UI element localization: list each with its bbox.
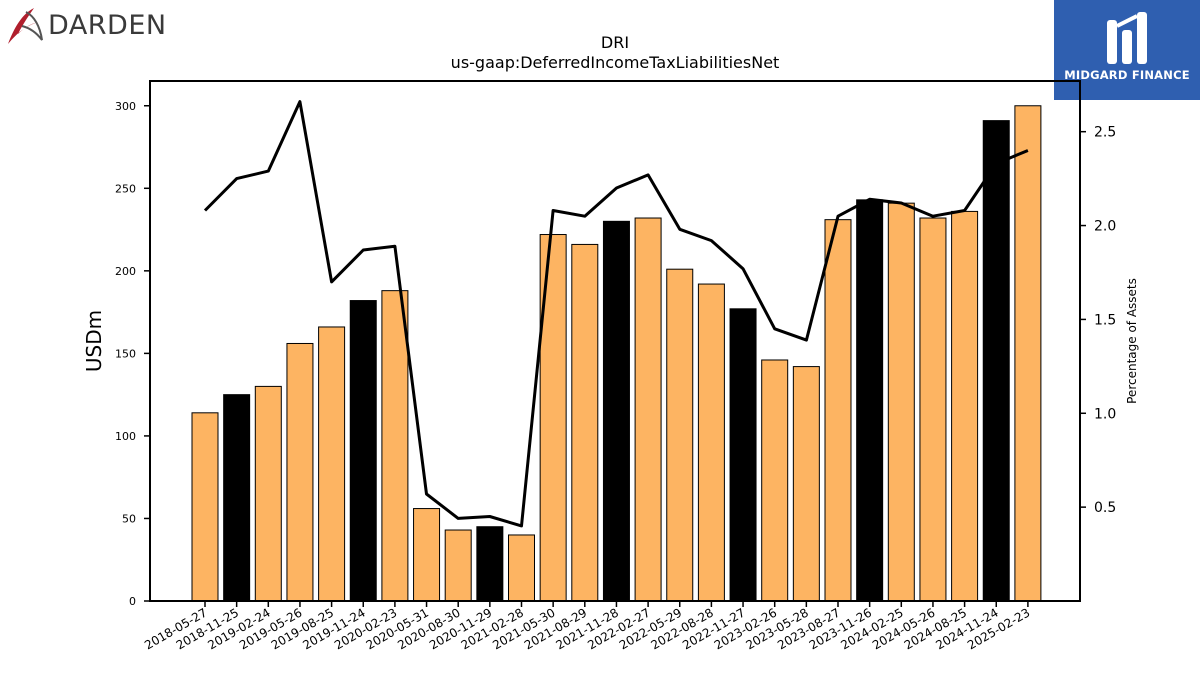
bar-2019-08-25 [318, 326, 346, 602]
darden-logo-text: DARDEN [48, 10, 167, 41]
chart-title: DRI [601, 33, 629, 52]
bar-2019-11-24 [349, 300, 377, 602]
y-tick-label: 250 [115, 182, 136, 195]
y-tick-label: 0 [129, 595, 136, 608]
y2-tick-label: 1.0 [1094, 406, 1116, 422]
percentage-of-assets-line [203, 100, 1029, 528]
bar-2022-05-29 [666, 268, 694, 602]
bar-2024-08-25 [951, 210, 979, 602]
darden-logo: DARDEN [4, 4, 174, 48]
y2-tick-label: 2.5 [1094, 125, 1116, 141]
y2-tick-label: 1.5 [1094, 312, 1116, 328]
bar-2020-02-23 [381, 290, 409, 602]
bar-2024-05-26 [919, 217, 947, 602]
y2-tick-label: 2.0 [1094, 219, 1116, 235]
midgard-logo: MIDGARD FINANCE [1054, 0, 1200, 100]
bar-2021-11-28 [602, 220, 630, 602]
y-tick-label: 100 [115, 430, 136, 443]
bar-2023-02-26 [761, 359, 789, 602]
y2-axis-label: Percentage of Assets [1125, 278, 1139, 404]
darden-swoosh-icon [8, 8, 43, 44]
bar-2021-02-28 [508, 534, 535, 602]
y-tick-label: 50 [122, 512, 136, 525]
bar-2022-02-27 [634, 217, 662, 602]
bar-2023-08-27 [824, 219, 852, 602]
chart-subtitle: us-gaap:DeferredIncomeTaxLiabilitiesNet [451, 53, 780, 72]
y2-tick-label: 0.5 [1094, 500, 1116, 516]
midgard-m-icon [1107, 12, 1147, 64]
plot-frame [149, 80, 1081, 602]
y-axis-label: USDm [82, 310, 106, 372]
bar-2020-05-31 [413, 508, 441, 602]
y-tick-label: 200 [115, 265, 136, 278]
y-tick-label: 150 [115, 347, 136, 360]
bar-2018-11-25 [223, 394, 251, 602]
bar-2024-02-25 [887, 202, 915, 602]
bar-2018-05-27 [191, 412, 219, 602]
y-tick-label: 300 [115, 100, 136, 113]
bar-2023-11-26 [856, 199, 884, 602]
bar-2022-08-28 [697, 283, 725, 602]
bar-2022-11-27 [729, 308, 757, 602]
bar-2025-02-23 [1014, 105, 1042, 602]
bar-2024-11-24 [982, 120, 1010, 602]
bar-2023-05-28 [792, 366, 820, 602]
bar-2020-11-29 [476, 526, 504, 602]
bar-2020-08-30 [444, 529, 472, 602]
bar-2019-05-26 [286, 342, 314, 602]
bar-2019-02-24 [254, 385, 282, 602]
midgard-logo-text: MIDGARD FINANCE [1064, 68, 1190, 82]
bar-2021-08-29 [571, 243, 599, 602]
